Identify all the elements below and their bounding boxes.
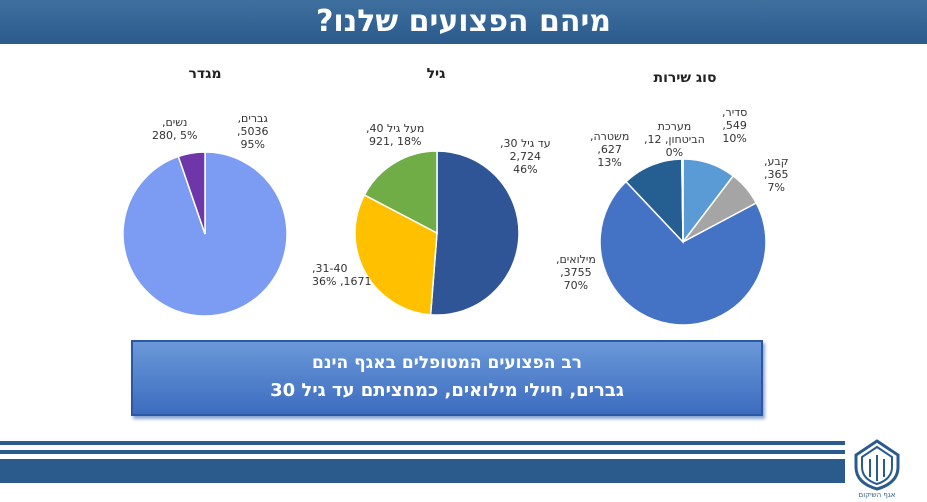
data-label-31-40: 31-40, 1671, 36% [312, 262, 372, 288]
title-bar: מיהם הפצועים שלנו? [0, 0, 927, 44]
pie-slice-1-0 [429, 150, 520, 316]
gender-chart-title: מגדר [188, 66, 222, 82]
logo-caption: אגף השיקום [859, 491, 896, 499]
pie-slice-1-2 [363, 150, 438, 235]
data-label-career: קבע, 365, 7% [764, 155, 789, 194]
pie-slice-2-4 [681, 158, 684, 243]
data-label-under-30: עד גיל 30, 2,724 46% [500, 137, 551, 176]
age-chart-title: גיל [426, 66, 446, 82]
data-label-over-40: מעל גיל 40, 18% ,921 [366, 122, 425, 148]
pie-slice-2-2 [599, 180, 767, 326]
pie-slice-0-1 [177, 151, 206, 235]
summary-line-1: רב הפצועים המטופלים באגף הינם [312, 353, 582, 373]
summary-box: רב הפצועים המטופלים באגף הינם גברים, חיי… [131, 340, 763, 416]
data-label-police: משטרה, 627, 13% [590, 130, 630, 169]
data-label-men: גברים, 5036, 95% [237, 112, 269, 151]
data-label-regular: סדיר, 549, 10% [722, 106, 748, 145]
service-chart-title: סוג שירות [653, 70, 717, 86]
data-label-security-system: מערכת הביטחון, 12, 0% [644, 120, 705, 159]
page-title: מיהם הפצועים שלנו? [315, 4, 612, 39]
pie-slice-1-1 [354, 193, 438, 316]
ministry-emblem-icon: אגף השיקום [854, 439, 900, 499]
data-label-women: נשים, 5% ,280 [152, 116, 198, 142]
data-label-reserves: מילואים, 3755, 70% [556, 253, 596, 292]
summary-line-2: גברים, חיילי מילואים, כמחציתם עד גיל 30 [270, 380, 624, 401]
pie-slice-2-3 [624, 158, 684, 244]
